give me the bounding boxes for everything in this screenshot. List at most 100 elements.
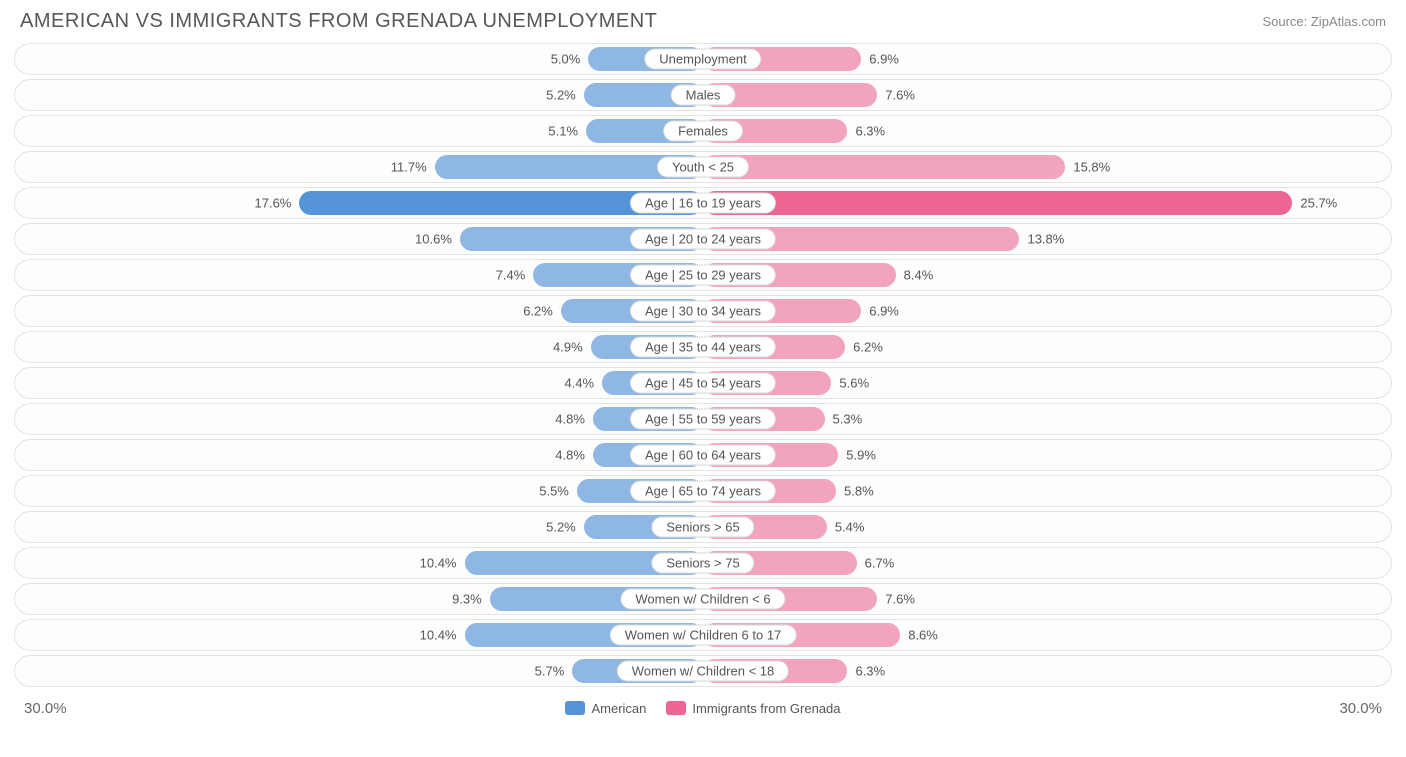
right-half: 7.6% — [703, 584, 1391, 614]
chart-area: 5.0% 6.9% Unemployment 5.2% 7.6% — [0, 41, 1406, 687]
value-label-right: 6.2% — [853, 340, 883, 355]
row-track: 4.9% 6.2% Age | 35 to 44 years — [14, 331, 1392, 363]
row-track: 10.4% 8.6% Women w/ Children 6 to 17 — [14, 619, 1392, 651]
chart-row: 5.5% 5.8% Age | 65 to 74 years — [14, 475, 1392, 507]
category-label: Age | 55 to 59 years — [630, 409, 776, 430]
category-label: Age | 45 to 54 years — [630, 373, 776, 394]
left-half: 10.4% — [15, 620, 703, 650]
value-label-left: 5.1% — [548, 124, 578, 139]
legend-item-american: American — [565, 701, 646, 716]
right-half: 7.6% — [703, 80, 1391, 110]
right-half: 5.4% — [703, 512, 1391, 542]
value-label-left: 17.6% — [255, 196, 292, 211]
right-half: 8.6% — [703, 620, 1391, 650]
right-half: 5.8% — [703, 476, 1391, 506]
right-half: 6.3% — [703, 656, 1391, 686]
value-label-right: 6.7% — [865, 556, 895, 571]
category-label: Unemployment — [644, 49, 761, 70]
value-label-right: 6.9% — [869, 52, 899, 67]
category-label: Age | 20 to 24 years — [630, 229, 776, 250]
value-label-right: 6.3% — [855, 664, 885, 679]
row-track: 5.1% 6.3% Females — [14, 115, 1392, 147]
legend-label-american: American — [591, 701, 646, 716]
value-label-right: 15.8% — [1073, 160, 1110, 175]
left-half: 5.2% — [15, 80, 703, 110]
value-label-left: 4.8% — [555, 448, 585, 463]
axis-label-right: 30.0% — [1339, 700, 1382, 717]
value-label-right: 8.4% — [904, 268, 934, 283]
value-label-right: 7.6% — [885, 88, 915, 103]
left-half: 10.6% — [15, 224, 703, 254]
value-label-left: 5.0% — [551, 52, 581, 67]
value-label-left: 10.4% — [420, 628, 457, 643]
value-label-left: 10.4% — [420, 556, 457, 571]
category-label: Males — [671, 85, 736, 106]
value-label-left: 5.2% — [546, 520, 576, 535]
category-label: Age | 25 to 29 years — [630, 265, 776, 286]
category-label: Women w/ Children 6 to 17 — [610, 625, 797, 646]
legend-item-grenada: Immigrants from Grenada — [666, 701, 840, 716]
right-half: 6.7% — [703, 548, 1391, 578]
row-track: 9.3% 7.6% Women w/ Children < 6 — [14, 583, 1392, 615]
value-label-right: 25.7% — [1300, 196, 1337, 211]
category-label: Females — [663, 121, 743, 142]
left-half: 9.3% — [15, 584, 703, 614]
value-label-left: 5.2% — [546, 88, 576, 103]
value-label-left: 9.3% — [452, 592, 482, 607]
chart-row: 5.2% 5.4% Seniors > 65 — [14, 511, 1392, 543]
left-half: 4.9% — [15, 332, 703, 362]
value-label-right: 6.9% — [869, 304, 899, 319]
category-label: Age | 35 to 44 years — [630, 337, 776, 358]
category-label: Seniors > 75 — [651, 553, 754, 574]
category-label: Women w/ Children < 18 — [617, 661, 789, 682]
right-half: 6.3% — [703, 116, 1391, 146]
value-label-left: 5.7% — [535, 664, 565, 679]
value-label-right: 6.3% — [855, 124, 885, 139]
left-half: 11.7% — [15, 152, 703, 182]
left-half: 5.1% — [15, 116, 703, 146]
chart-row: 4.8% 5.3% Age | 55 to 59 years — [14, 403, 1392, 435]
row-track: 5.2% 5.4% Seniors > 65 — [14, 511, 1392, 543]
value-label-left: 11.7% — [391, 160, 427, 175]
bar-grenada — [703, 155, 1065, 179]
right-half: 25.7% — [703, 188, 1391, 218]
right-half: 5.9% — [703, 440, 1391, 470]
value-label-left: 6.2% — [523, 304, 553, 319]
legend-label-grenada: Immigrants from Grenada — [692, 701, 840, 716]
value-label-left: 10.6% — [415, 232, 452, 247]
row-track: 5.5% 5.8% Age | 65 to 74 years — [14, 475, 1392, 507]
value-label-right: 8.6% — [908, 628, 938, 643]
chart-row: 6.2% 6.9% Age | 30 to 34 years — [14, 295, 1392, 327]
chart-row: 7.4% 8.4% Age | 25 to 29 years — [14, 259, 1392, 291]
right-half: 6.9% — [703, 44, 1391, 74]
value-label-right: 5.6% — [839, 376, 869, 391]
chart-row: 5.0% 6.9% Unemployment — [14, 43, 1392, 75]
category-label: Age | 30 to 34 years — [630, 301, 776, 322]
chart-row: 10.4% 8.6% Women w/ Children 6 to 17 — [14, 619, 1392, 651]
legend-swatch-american — [565, 701, 585, 715]
right-half: 6.9% — [703, 296, 1391, 326]
row-track: 6.2% 6.9% Age | 30 to 34 years — [14, 295, 1392, 327]
right-half: 15.8% — [703, 152, 1391, 182]
left-half: 5.7% — [15, 656, 703, 686]
left-half: 17.6% — [15, 188, 703, 218]
left-half: 6.2% — [15, 296, 703, 326]
right-half: 8.4% — [703, 260, 1391, 290]
row-track: 17.6% 25.7% Age | 16 to 19 years — [14, 187, 1392, 219]
chart-row: 4.4% 5.6% Age | 45 to 54 years — [14, 367, 1392, 399]
left-half: 5.5% — [15, 476, 703, 506]
left-half: 4.8% — [15, 404, 703, 434]
row-track: 5.7% 6.3% Women w/ Children < 18 — [14, 655, 1392, 687]
chart-row: 5.7% 6.3% Women w/ Children < 18 — [14, 655, 1392, 687]
row-track: 11.7% 15.8% Youth < 25 — [14, 151, 1392, 183]
chart-row: 17.6% 25.7% Age | 16 to 19 years — [14, 187, 1392, 219]
chart-header: AMERICAN VS IMMIGRANTS FROM GRENADA UNEM… — [0, 0, 1406, 41]
category-label: Age | 60 to 64 years — [630, 445, 776, 466]
left-half: 10.4% — [15, 548, 703, 578]
axis-label-left: 30.0% — [24, 700, 67, 717]
row-track: 4.4% 5.6% Age | 45 to 54 years — [14, 367, 1392, 399]
value-label-right: 5.9% — [846, 448, 876, 463]
right-half: 13.8% — [703, 224, 1391, 254]
row-track: 4.8% 5.3% Age | 55 to 59 years — [14, 403, 1392, 435]
value-label-left: 4.8% — [555, 412, 585, 427]
